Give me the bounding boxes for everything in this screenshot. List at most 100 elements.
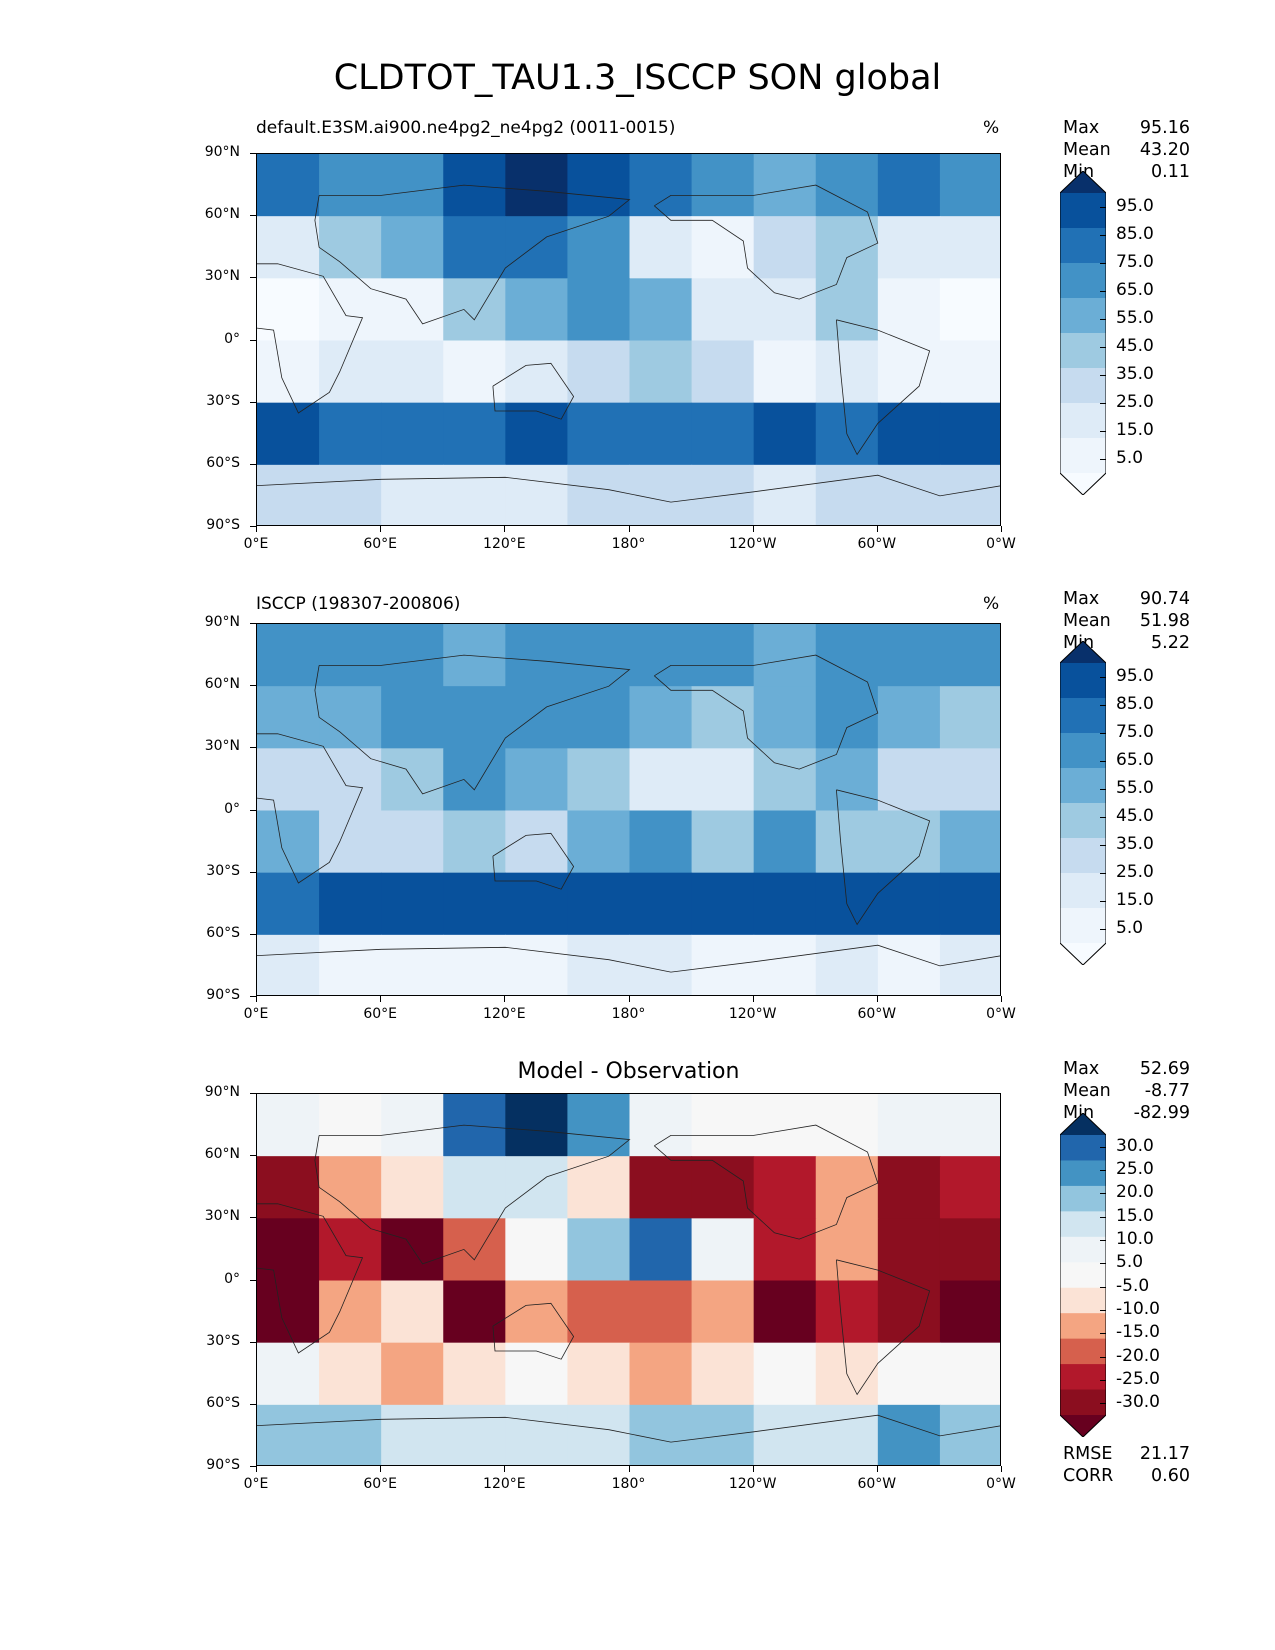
y-tick-label: 60°N xyxy=(204,206,240,223)
colorbar-swatch xyxy=(1060,733,1106,769)
heatmap-cell xyxy=(629,402,693,466)
heatmap-cell xyxy=(319,1094,382,1157)
colorbar-swatch xyxy=(1060,663,1106,699)
stat-value: -82.99 xyxy=(1133,1103,1190,1123)
colorbar-swatch xyxy=(1060,368,1106,404)
colorbar-tick-mark xyxy=(1100,319,1106,320)
y-tick-mark xyxy=(250,747,256,749)
heatmap-cell xyxy=(629,810,693,874)
heatmap-cell xyxy=(629,934,693,995)
stat-value: 90.74 xyxy=(1139,589,1190,609)
panel-units: % xyxy=(983,118,1000,138)
heatmap-cell xyxy=(319,1342,382,1406)
heatmap-cell xyxy=(381,872,444,936)
x-tick-label: 60°W xyxy=(857,1476,897,1492)
x-tick-label: 120°E xyxy=(483,1006,526,1022)
x-tick-mark xyxy=(380,526,382,532)
y-tick-label: 60°S xyxy=(206,454,240,471)
stat-value: 52.69 xyxy=(1139,1059,1190,1079)
y-tick-mark xyxy=(250,809,256,811)
colorbar-tick-label: 5.0 xyxy=(1116,1252,1144,1273)
x-tick-mark xyxy=(752,526,754,532)
x-tick-label: 120°W xyxy=(728,1476,777,1492)
coastline xyxy=(836,1259,931,1396)
y-tick-label: 90°S xyxy=(206,987,240,1003)
colorbar-tick-mark xyxy=(1100,1333,1106,1335)
heatmap-cell xyxy=(815,748,879,811)
heatmap-cell xyxy=(629,1218,693,1281)
heatmap-cell xyxy=(877,686,941,749)
heatmap-cell xyxy=(505,464,568,525)
colorbar-tick-label: 55.0 xyxy=(1116,308,1154,328)
heatmap-cell xyxy=(381,934,444,995)
heatmap-cell xyxy=(567,748,630,811)
x-tick-mark xyxy=(628,526,630,532)
heatmap-cell xyxy=(257,934,320,995)
heatmap-cell xyxy=(319,1156,382,1219)
heatmap-cell xyxy=(567,872,630,936)
heatmap-cell xyxy=(939,810,1000,874)
heatmap-svg xyxy=(257,154,1000,525)
y-tick-label: 30°N xyxy=(204,268,240,285)
x-tick-mark xyxy=(1001,526,1002,532)
heatmap-cell xyxy=(877,810,941,874)
colorbar-tick-mark xyxy=(1100,1216,1106,1218)
heatmap-cell xyxy=(567,402,630,466)
colorbar-tick-mark xyxy=(1100,207,1106,208)
y-tick-label: 60°N xyxy=(204,1146,240,1163)
heatmap-cell xyxy=(691,1404,755,1465)
heatmap-cell xyxy=(319,686,382,749)
x-tick-label: 180° xyxy=(611,1006,646,1022)
heatmap-cell xyxy=(505,278,568,341)
heatmap-cell xyxy=(939,1280,1000,1344)
heatmap-cell xyxy=(629,216,693,279)
colorbar-svg xyxy=(1060,1113,1106,1437)
colorbar-tick-label: 85.0 xyxy=(1116,694,1154,714)
colorbar-tick-mark xyxy=(1100,403,1106,404)
stat-value: 43.20 xyxy=(1139,140,1190,160)
heatmap-cell xyxy=(381,686,444,749)
x-tick-label: 120°E xyxy=(483,536,526,552)
heatmap-cell xyxy=(815,624,879,687)
heatmap-cell xyxy=(381,1094,444,1157)
coastline xyxy=(492,832,575,890)
heatmap-cell xyxy=(505,1342,568,1406)
colorbar-swatch xyxy=(1060,1338,1106,1365)
colorbar-swatch xyxy=(1060,908,1106,944)
heatmap-cell xyxy=(939,1342,1000,1406)
x-tick-label: 0°E xyxy=(243,536,269,552)
heatmap-cell xyxy=(381,624,444,687)
heatmap-cell xyxy=(505,872,568,936)
colorbar-swatch xyxy=(1060,838,1106,874)
y-tick-mark xyxy=(250,1217,256,1219)
heatmap-cell xyxy=(877,1094,941,1157)
heatmap-cell xyxy=(319,464,382,525)
heatmap-cell xyxy=(505,216,568,279)
heatmap-cell xyxy=(753,154,817,217)
coastline xyxy=(257,1414,1000,1443)
y-tick-mark xyxy=(250,1466,256,1467)
y-tick-label: 0° xyxy=(224,800,240,817)
heatmap-cell xyxy=(381,154,444,217)
y-tick-mark xyxy=(250,871,256,873)
heatmap-cell xyxy=(877,1218,941,1281)
heatmap-cell xyxy=(629,1342,693,1406)
colorbar-extend-top xyxy=(1060,171,1106,193)
heatmap-cell xyxy=(319,1280,382,1344)
colorbar-swatch xyxy=(1060,228,1106,264)
stat-value: 0.11 xyxy=(1151,162,1190,182)
heatmap-cell xyxy=(505,686,568,749)
colorbar-tick-mark xyxy=(1100,1356,1106,1358)
heatmap-cell xyxy=(939,340,1000,404)
heatmap-cell xyxy=(691,402,755,466)
heatmap-cell xyxy=(257,1342,320,1406)
heatmap-cell xyxy=(443,402,506,466)
heatmap-cell xyxy=(753,1280,817,1344)
colorbar-tick-label: 15.0 xyxy=(1116,420,1154,440)
heatmap-cell xyxy=(319,1218,382,1281)
heatmap-cell xyxy=(257,686,320,749)
colorbar-swatch xyxy=(1060,403,1106,439)
colorbar-tick-mark xyxy=(1100,1403,1106,1405)
heatmap-cell xyxy=(381,1218,444,1281)
y-tick-mark xyxy=(250,623,256,624)
